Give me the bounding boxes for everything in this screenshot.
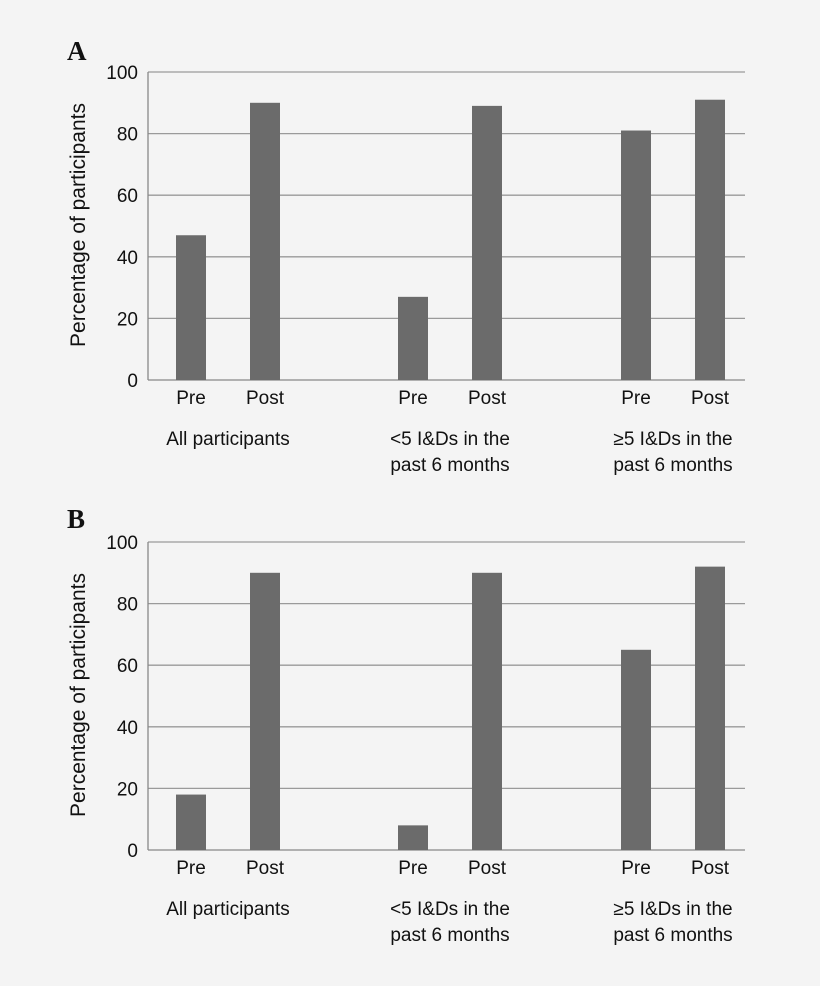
bar-b-g2-post — [695, 566, 725, 850]
y-tick-label-b-0: 0 — [127, 841, 138, 862]
group-label-b-g1-line0: <5 I&Ds in the — [390, 899, 510, 920]
bar-b-g0-pre — [176, 794, 206, 850]
bar-a-g0-pre — [176, 235, 206, 380]
y-tick-label-a-40: 40 — [117, 248, 138, 269]
y-tick-label-a-20: 20 — [117, 309, 138, 330]
group-label-a-g2-line0: ≥5 I&Ds in the — [613, 429, 732, 450]
group-label-a-g1-line1: past 6 months — [390, 455, 509, 476]
bar-label-b-g0-post: Post — [246, 858, 285, 879]
bar-label-b-g1-post: Post — [468, 858, 507, 879]
bar-label-a-g0-post: Post — [246, 388, 285, 409]
group-label-a-g2-line1: past 6 months — [613, 455, 732, 476]
y-tick-label-b-100: 100 — [106, 533, 138, 554]
bar-b-g0-post — [250, 572, 280, 850]
bar-b-g1-pre — [398, 825, 428, 850]
group-label-a-g1-line0: <5 I&Ds in the — [390, 429, 510, 450]
bar-a-g1-pre — [398, 296, 428, 380]
bar-label-a-g1-post: Post — [468, 388, 507, 409]
bar-b-g1-post — [472, 572, 502, 850]
bar-label-a-g2-pre: Pre — [621, 388, 651, 409]
bar-label-a-g0-pre: Pre — [176, 388, 206, 409]
y-tick-label-b-20: 20 — [117, 779, 138, 800]
y-axis-label-b: Percentage of participants — [67, 573, 90, 817]
panel-b-chart: B Percentage of participants 0 20 40 60 80 10… — [67, 504, 745, 946]
y-tick-label-a-60: 60 — [117, 186, 138, 207]
bar-label-a-g2-post: Post — [691, 388, 730, 409]
panel-letter-a: A — [67, 36, 87, 66]
bar-a-g2-post — [695, 99, 725, 380]
y-tick-label-a-100: 100 — [106, 63, 138, 84]
plot-area-b: 0 20 40 60 80 100 Pre Post All participants Pre Po… — [106, 533, 745, 946]
bar-b-g2-pre — [621, 649, 651, 850]
bar-a-g0-post — [250, 102, 280, 381]
y-tick-label-a-80: 80 — [117, 125, 138, 146]
group-label-b-g1-line1: past 6 months — [390, 925, 509, 946]
y-axis-label-a: Percentage of participants — [67, 103, 90, 347]
group-label-b-g0-line0: All participants — [166, 899, 290, 920]
bar-a-g2-pre — [621, 130, 651, 380]
y-tick-label-b-80: 80 — [117, 595, 138, 616]
bar-label-b-g2-post: Post — [691, 858, 730, 879]
bar-label-b-g1-pre: Pre — [398, 858, 428, 879]
group-label-a-g0-line0: All participants — [166, 429, 290, 450]
panel-a-chart: A Percentage of participants 0 20 40 60 80 10… — [67, 36, 745, 476]
group-label-b-g2-line0: ≥5 I&Ds in the — [613, 899, 732, 920]
group-label-b-g2-line1: past 6 months — [613, 925, 732, 946]
panel-letter-b: B — [67, 504, 85, 534]
y-tick-label-b-60: 60 — [117, 656, 138, 677]
bar-a-g1-post — [472, 105, 502, 380]
bar-label-b-g2-pre: Pre — [621, 858, 651, 879]
plot-area-a: 0 20 40 60 80 100 Pre Post All participants Pre Po… — [106, 63, 745, 476]
y-tick-label-b-40: 40 — [117, 718, 138, 739]
bar-label-b-g0-pre: Pre — [176, 858, 206, 879]
y-tick-label-a-0: 0 — [127, 371, 138, 392]
bar-label-a-g1-pre: Pre — [398, 388, 428, 409]
